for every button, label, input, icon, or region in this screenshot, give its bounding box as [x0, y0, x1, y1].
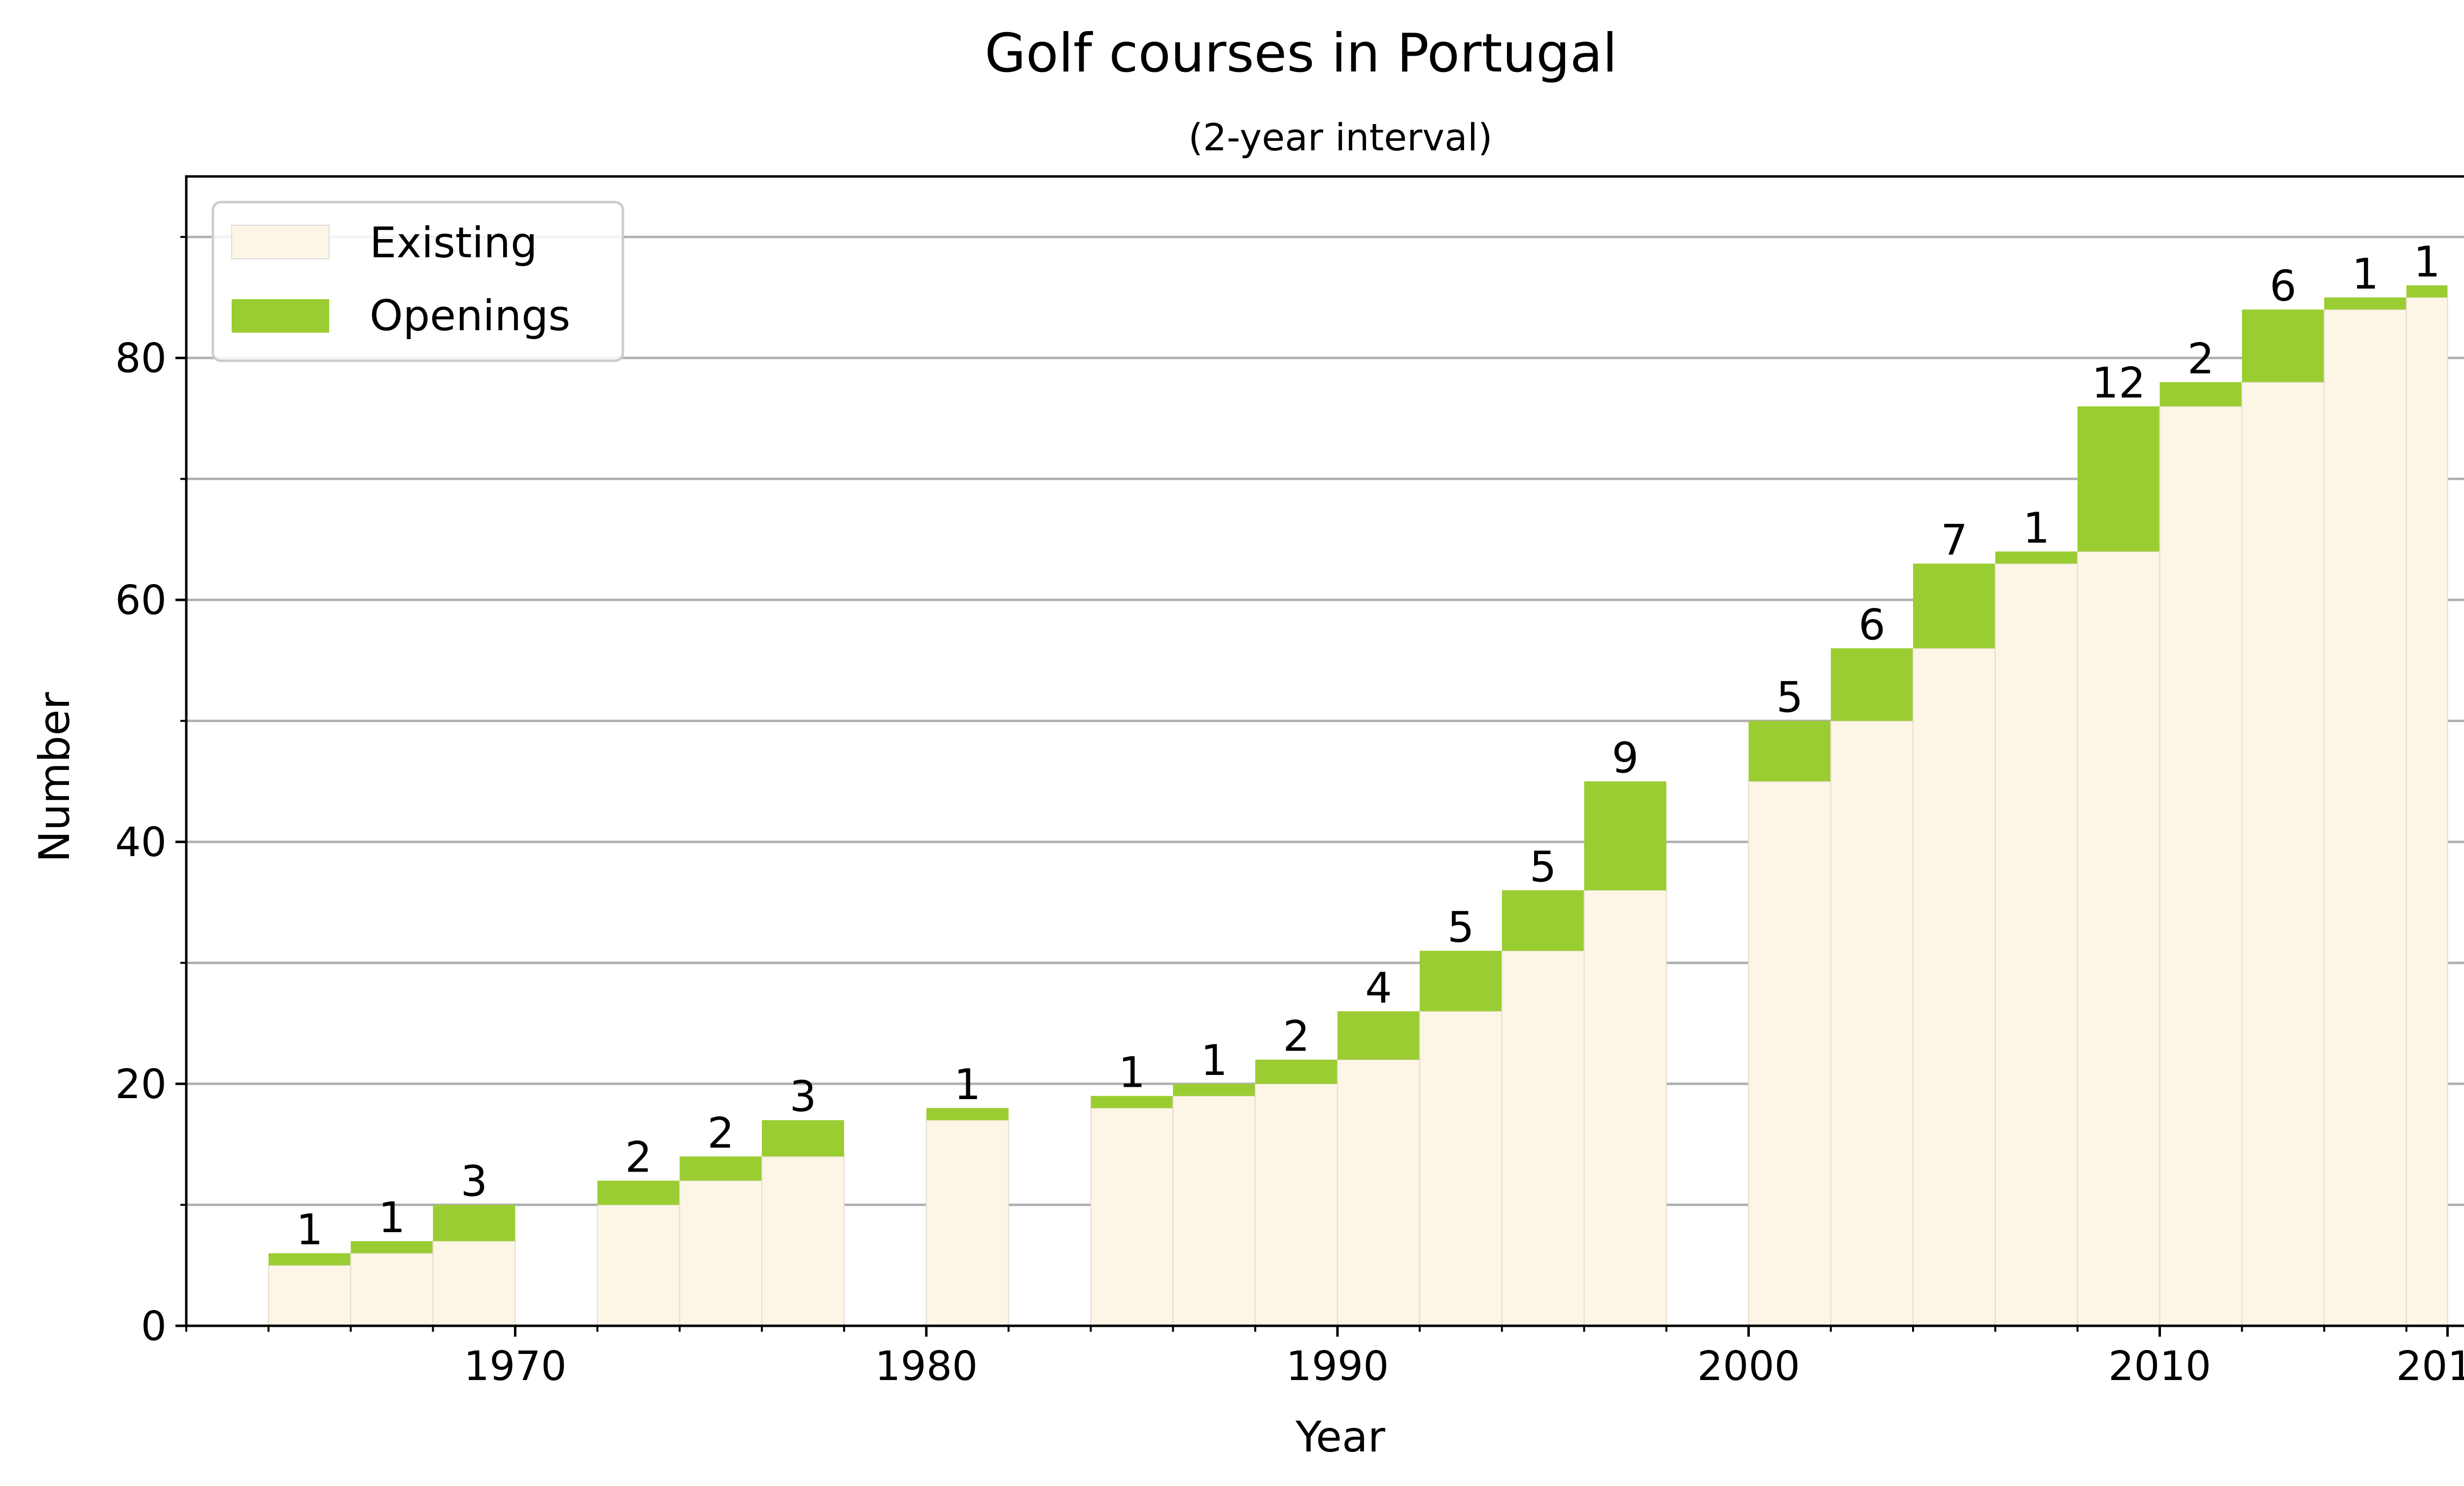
bar-existing	[432, 1241, 516, 1327]
bar-openings	[1995, 551, 2078, 564]
chart-title: Golf courses in Portugal	[985, 23, 1617, 84]
bar-openings	[1502, 890, 1584, 951]
legend-swatch-existing	[231, 225, 330, 259]
bar-openings	[1337, 1011, 1420, 1060]
bar-existing	[1748, 781, 1832, 1326]
bar-existing	[2324, 309, 2407, 1327]
y-tick-label: 80	[115, 335, 167, 382]
bar-openings	[433, 1205, 515, 1242]
bar-openings	[1255, 1059, 1337, 1084]
openings-value-label: 3	[789, 1072, 817, 1122]
bar-openings	[1091, 1096, 1173, 1108]
bar-existing	[1419, 1010, 1503, 1326]
bar-openings	[2406, 285, 2448, 298]
x-axis-label: Year	[1295, 1413, 1386, 1462]
legend-swatch-openings	[232, 299, 329, 333]
openings-value-label: 9	[1612, 733, 1639, 783]
axis-ticks: 0 20 40 60 80 1970 1980 1990 2000 2010 2017	[115, 236, 2464, 1390]
bar-existing	[268, 1265, 351, 1327]
legend-label-openings: Openings	[370, 291, 571, 341]
x-tick-label: 1980	[875, 1343, 978, 1390]
bar-openings	[1584, 781, 1667, 891]
openings-value-label: 2	[1283, 1012, 1310, 1061]
gridlines	[186, 236, 2464, 1207]
bar-existing	[597, 1204, 681, 1327]
y-axis-label: Number	[30, 692, 79, 863]
bar-existing	[1090, 1107, 1174, 1327]
legend-label-existing: Existing	[370, 218, 538, 268]
bar-existing	[925, 1119, 1009, 1327]
bar-openings	[1173, 1084, 1256, 1096]
openings-value-label: 6	[2269, 262, 2296, 311]
openings-value-label: 1	[378, 1193, 406, 1243]
bar-existing	[761, 1156, 845, 1327]
bar-existing	[1255, 1083, 1338, 1327]
bar-openings	[680, 1156, 762, 1181]
bar-openings	[1913, 563, 1995, 649]
openings-value-label: 3	[461, 1157, 488, 1207]
openings-value-label: 1	[296, 1206, 323, 1255]
y-tick-label: 20	[115, 1061, 167, 1108]
x-tick-label: 2010	[2108, 1343, 2211, 1390]
bar-existing	[2077, 551, 2160, 1326]
openings-value-label: 1	[1118, 1048, 1145, 1098]
openings-value-label: 7	[1941, 516, 1968, 565]
bar-existing	[1913, 648, 1996, 1326]
bar-existing	[350, 1252, 434, 1327]
openings-value-label: 1	[2352, 249, 2379, 299]
bar-openings	[762, 1120, 844, 1157]
x-tick-label: 2000	[1697, 1343, 1800, 1390]
bar-openings	[268, 1253, 351, 1266]
openings-value-label: 5	[1447, 903, 1474, 952]
openings-value-label: 2	[707, 1108, 734, 1158]
chart-subtitle: (2-year interval)	[1188, 115, 1492, 159]
y-tick-label: 0	[141, 1303, 167, 1350]
bar-existing	[2241, 381, 2325, 1326]
bar-openings	[2077, 406, 2160, 552]
y-tick-label: 60	[115, 577, 167, 624]
x-tick-label: 1990	[1286, 1343, 1389, 1390]
legend: Existing Openings	[211, 201, 624, 362]
openings-value-label: 1	[954, 1060, 981, 1109]
bar-existing	[1337, 1059, 1420, 1327]
x-tick-label: 1970	[464, 1343, 567, 1390]
bars	[268, 285, 2448, 1327]
bar-existing	[1172, 1095, 1256, 1327]
bar-existing	[679, 1180, 762, 1327]
bar-openings	[2242, 310, 2325, 382]
bar-existing	[1994, 563, 2078, 1326]
openings-value-label: 1	[2413, 238, 2440, 287]
bar-openings	[597, 1180, 680, 1205]
bar-existing	[1583, 890, 1667, 1326]
x-tick-label: 2017	[2396, 1343, 2464, 1390]
bar-openings	[2324, 297, 2407, 310]
bar-existing	[1501, 950, 1585, 1327]
bar-openings	[1419, 951, 1502, 1011]
y-tick-label: 40	[115, 819, 167, 866]
openings-value-label: 6	[1858, 600, 1885, 650]
bar-openings	[1748, 721, 1831, 782]
openings-value-label: 2	[625, 1133, 652, 1182]
bar-openings	[926, 1108, 1009, 1120]
bar-openings	[2159, 382, 2242, 407]
bar-existing	[2406, 297, 2448, 1327]
openings-value-label: 12	[2091, 358, 2145, 408]
openings-value-label: 5	[1530, 842, 1557, 892]
bar-existing	[2159, 406, 2243, 1326]
bar-existing	[1830, 720, 1914, 1326]
bar-openings	[350, 1241, 433, 1253]
openings-value-label: 1	[1200, 1036, 1228, 1085]
openings-value-label: 2	[2188, 334, 2215, 383]
openings-value-label: 1	[2023, 504, 2050, 553]
openings-value-label: 4	[1365, 964, 1392, 1013]
openings-value-label: 5	[1776, 673, 1803, 723]
bar-openings	[1831, 648, 1913, 721]
